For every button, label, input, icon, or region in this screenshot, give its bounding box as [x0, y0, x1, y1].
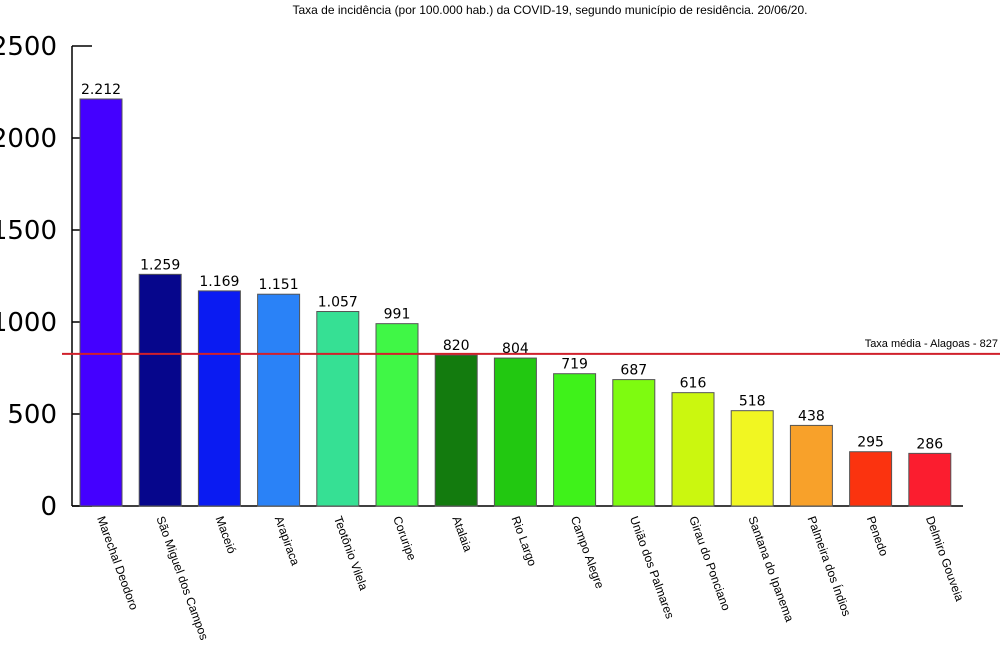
bar: [197, 290, 241, 507]
y-tick-label: 2000: [0, 124, 57, 154]
bar: [849, 451, 893, 507]
bar: [138, 273, 182, 507]
y-tick-label: 0: [40, 492, 57, 522]
bar: [730, 410, 774, 507]
y-tick-label: 1500: [0, 216, 57, 246]
x-tick-label: Santana do Ipanema: [745, 514, 796, 624]
x-tick-label: Rio Largo: [509, 514, 540, 568]
x-tick-label: Delmiro Gouveia: [923, 514, 967, 603]
chart-title: Taxa de incidência (por 100.000 hab.) da…: [293, 3, 808, 17]
y-tick-label: 500: [7, 400, 57, 430]
bar: [316, 311, 360, 507]
x-tick-label: São Miguel dos Campos: [153, 514, 211, 642]
bar: [789, 424, 833, 507]
reference-line-group: Taxa média - Alagoas - 827: [62, 338, 1000, 355]
x-tick-label: Teotônio Vilela: [331, 514, 371, 592]
x-tick-label: Coruripe: [390, 514, 419, 562]
bar-value-label: 1.151: [259, 277, 299, 293]
bar: [908, 452, 952, 507]
x-tick-label: Atalaia: [449, 514, 475, 554]
x-tick-label: Penedo: [864, 514, 891, 558]
x-tick-label: Campo Alegre: [568, 514, 607, 591]
bar-value-label: 2.212: [81, 82, 121, 98]
reference-line-label: Taxa média - Alagoas - 827: [865, 338, 998, 350]
bar: [375, 323, 419, 507]
bar-value-label: 616: [680, 376, 707, 392]
bars-group: 2.212 Marechal Deodoro 1.259 São Miguel dos…: [79, 82, 967, 642]
bar-value-label: 1.057: [318, 295, 358, 311]
bar-value-label: 719: [561, 357, 588, 373]
bar: [671, 392, 715, 507]
bar-value-label: 295: [857, 435, 884, 451]
x-tick-label: Arapiraca: [272, 514, 303, 567]
bar: [612, 379, 656, 507]
bar-value-label: 1.259: [140, 257, 180, 273]
bar-value-label: 286: [916, 436, 943, 452]
bar-value-label: 687: [620, 363, 647, 379]
x-tick-label: União dos Palmares: [627, 514, 677, 620]
bar-value-label: 1.169: [199, 274, 239, 290]
bar: [257, 293, 301, 507]
bar-value-label: 438: [798, 408, 825, 424]
bar: [434, 354, 478, 507]
x-tick-label: Marechal Deodoro: [94, 514, 141, 612]
y-tick-label: 1000: [0, 308, 57, 338]
bar: [79, 98, 123, 507]
bar-value-label: 820: [443, 338, 470, 354]
bar: [493, 357, 537, 507]
bar: [553, 373, 597, 507]
x-tick-label: Girau do Ponciano: [686, 514, 733, 612]
bar-value-label: 518: [739, 394, 766, 410]
bar-value-label: 991: [384, 307, 411, 323]
y-tick-label: 2500: [0, 32, 57, 62]
x-tick-label: Maceió: [213, 514, 239, 555]
x-tick-label: Palmeira dos Índios: [805, 514, 855, 618]
